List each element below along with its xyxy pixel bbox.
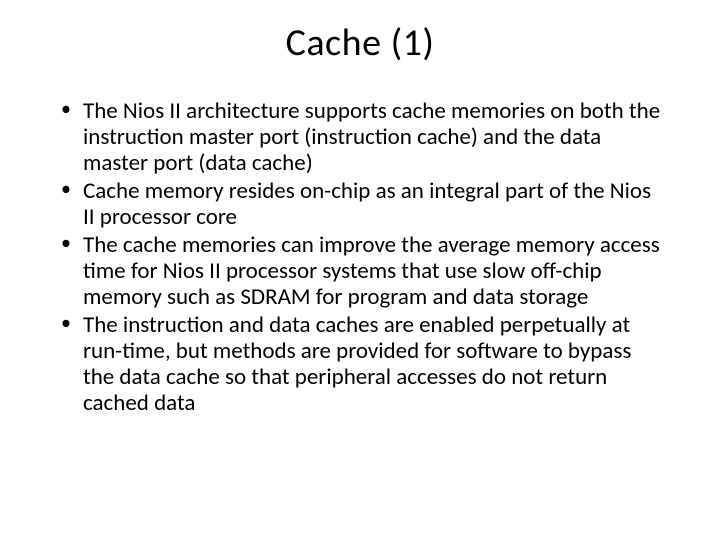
list-item: The Nios II architecture supports cache … <box>55 98 665 176</box>
bullet-list: The Nios II architecture supports cache … <box>55 98 665 416</box>
list-item: Cache memory resides on-chip as an integ… <box>55 178 665 230</box>
slide: Cache (1) The Nios II architecture suppo… <box>0 0 720 540</box>
slide-title: Cache (1) <box>55 20 665 66</box>
list-item: The cache memories can improve the avera… <box>55 232 665 310</box>
list-item: The instruction and data caches are enab… <box>55 312 665 416</box>
